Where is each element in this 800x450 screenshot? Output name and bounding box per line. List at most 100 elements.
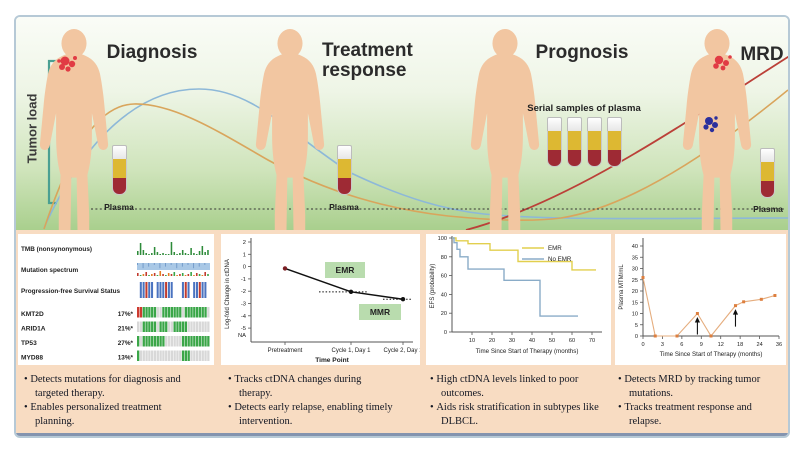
serial-plasma-tube-3	[587, 117, 602, 167]
tube-plasma-layer	[760, 162, 775, 181]
plasma-label-treatment: Plasma	[329, 202, 359, 212]
svg-text:1: 1	[243, 252, 246, 258]
svg-text:9: 9	[700, 342, 703, 348]
svg-text:80: 80	[441, 255, 447, 261]
svg-text:Time Point: Time Point	[315, 357, 349, 364]
svg-text:KMT2D: KMT2D	[21, 311, 44, 318]
svg-text:-3: -3	[241, 302, 246, 308]
relapse-curve-red	[465, 55, 788, 230]
tube-blood-layer	[112, 178, 127, 195]
svg-text:30: 30	[632, 267, 638, 273]
svg-text:10: 10	[469, 338, 475, 344]
svg-text:-5: -5	[241, 326, 246, 332]
svg-text:40: 40	[441, 292, 447, 298]
efs-km-panel: 0 20 40 60 80 100 10 20 30 40 50 60 70 Time Since Sta…	[426, 234, 611, 365]
plasma-label-mrd: Plasma	[753, 204, 783, 214]
tube-blood-layer	[760, 181, 775, 198]
svg-text:24: 24	[756, 342, 762, 348]
svg-text:Mutation spectrum: Mutation spectrum	[21, 267, 78, 274]
bullets-mrd: Detects MRD by tracking tumor mutations.…	[618, 373, 782, 430]
svg-text:20: 20	[441, 311, 447, 317]
svg-text:30: 30	[509, 338, 515, 344]
svg-text:27%*: 27%*	[118, 340, 134, 347]
svg-text:10: 10	[632, 312, 638, 318]
svg-text:Pretreatment: Pretreatment	[268, 348, 303, 354]
ctdna-response-panel: 2 1 0 -1 -2 -3 -4 -5 NA Pretreatment Cycle 1, Day …	[221, 234, 420, 365]
svg-text:60: 60	[441, 274, 447, 280]
svg-text:17%*: 17%*	[118, 311, 134, 318]
svg-text:20: 20	[632, 289, 638, 295]
ctdna-curve-orange	[43, 89, 788, 230]
svg-text:-2: -2	[241, 289, 246, 295]
svg-text:60: 60	[569, 338, 575, 344]
svg-text:Time Since Start of Therapy (m: Time Since Start of Therapy (months)	[660, 351, 763, 358]
tube-cap	[760, 148, 775, 162]
svg-text:50: 50	[549, 338, 555, 344]
plasma-tube-mrd	[760, 148, 775, 198]
svg-text:EFS (probability): EFS (probability)	[430, 264, 436, 309]
bullets-treatment: Tracks ctDNA changes during therapy. Det…	[228, 373, 396, 430]
tube-plasma-layer	[337, 159, 352, 178]
svg-text:25: 25	[632, 278, 638, 284]
serial-plasma-tube-4	[607, 117, 622, 167]
stage-title-mrd: MRD	[740, 44, 784, 65]
tumor-load-curves	[43, 55, 788, 230]
efs-km-chart: 0 20 40 60 80 100 10 20 30 40 50 60 70 Time Since Sta…	[430, 236, 602, 355]
svg-text:21%*: 21%*	[118, 326, 134, 333]
bullets-diagnosis: Detects mutations for diagnosis and targ…	[24, 373, 200, 430]
svg-text:EMR: EMR	[336, 265, 355, 275]
serial-samples-label: Serial samples of plasma	[527, 103, 641, 114]
svg-text:6: 6	[680, 342, 683, 348]
svg-text:5: 5	[635, 323, 638, 329]
bullet-item: High ctDNA levels linked to poor outcome…	[430, 373, 604, 400]
svg-text:13%*: 13%*	[118, 355, 134, 362]
svg-text:NA: NA	[238, 333, 246, 339]
svg-text:0: 0	[243, 265, 246, 271]
svg-text:0: 0	[635, 334, 638, 340]
bullet-item: Detects mutations for diagnosis and targ…	[24, 373, 200, 400]
figure-bottom-divider	[16, 433, 788, 436]
svg-text:MYD88: MYD88	[21, 355, 43, 362]
svg-text:MMR: MMR	[370, 307, 390, 317]
bullet-item: Tracks ctDNA changes during therapy.	[228, 373, 396, 400]
plasma-tube-diagnosis	[112, 145, 127, 195]
svg-text:ARID1A: ARID1A	[21, 326, 46, 333]
svg-text:-4: -4	[241, 314, 247, 320]
figure-frame: Tumor load Diagnosis Treatment response …	[14, 15, 790, 438]
svg-text:Cycle 2, Day 1: Cycle 2, Day 1	[383, 348, 420, 354]
bullet-item: Tracks treatment response and relapse.	[618, 401, 782, 428]
svg-text:40: 40	[529, 338, 535, 344]
svg-text:2: 2	[243, 240, 246, 246]
tube-cap	[112, 145, 127, 159]
bullets-prognosis: High ctDNA levels linked to poor outcome…	[430, 373, 604, 430]
svg-text:15: 15	[632, 300, 638, 306]
bullet-item: Enables personalized treatment planning.	[24, 401, 200, 428]
oncoprint-chart: TMB (nonsynonymous) Mutation spectrum Prog…	[21, 242, 210, 362]
mrd-tracking-panel: 0 5 10 15 20 25 30 35 40 0 3 6 9 12 18 24 36 Time Since S…	[615, 234, 786, 365]
svg-text:No EMR: No EMR	[548, 256, 572, 263]
svg-text:0: 0	[641, 342, 644, 348]
svg-text:0: 0	[444, 330, 447, 336]
natural-history-band: Tumor load Diagnosis Treatment response …	[16, 17, 788, 230]
stage-title-prognosis: Prognosis	[535, 42, 629, 63]
plasma-tube-treatment	[337, 145, 352, 195]
tube-plasma-layer	[112, 159, 127, 178]
svg-text:TP53: TP53	[21, 340, 37, 347]
bullet-item: Aids risk stratification in subtypes lik…	[430, 401, 604, 428]
analysis-band: TMB (nonsynonymous) Mutation spectrum Prog…	[16, 230, 788, 433]
svg-text:70: 70	[589, 338, 595, 344]
oncoprint-panel: TMB (nonsynonymous) Mutation spectrum Prog…	[18, 234, 214, 365]
svg-text:EMR: EMR	[548, 245, 562, 252]
svg-text:40: 40	[632, 244, 638, 250]
svg-text:Log-fold Change in ctDNA: Log-fold Change in ctDNA	[225, 259, 231, 329]
tube-cap	[337, 145, 352, 159]
plasma-label-diagnosis: Plasma	[104, 202, 134, 212]
tube-blood-layer	[337, 178, 352, 195]
bullet-item: Detects MRD by tracking tumor mutations.	[618, 373, 782, 400]
svg-text:Cycle 1, Day 1: Cycle 1, Day 1	[331, 348, 371, 354]
serial-plasma-tube-2	[567, 117, 582, 167]
serial-plasma-tube-1	[547, 117, 562, 167]
svg-text:100: 100	[438, 236, 447, 242]
svg-text:3: 3	[661, 342, 664, 348]
